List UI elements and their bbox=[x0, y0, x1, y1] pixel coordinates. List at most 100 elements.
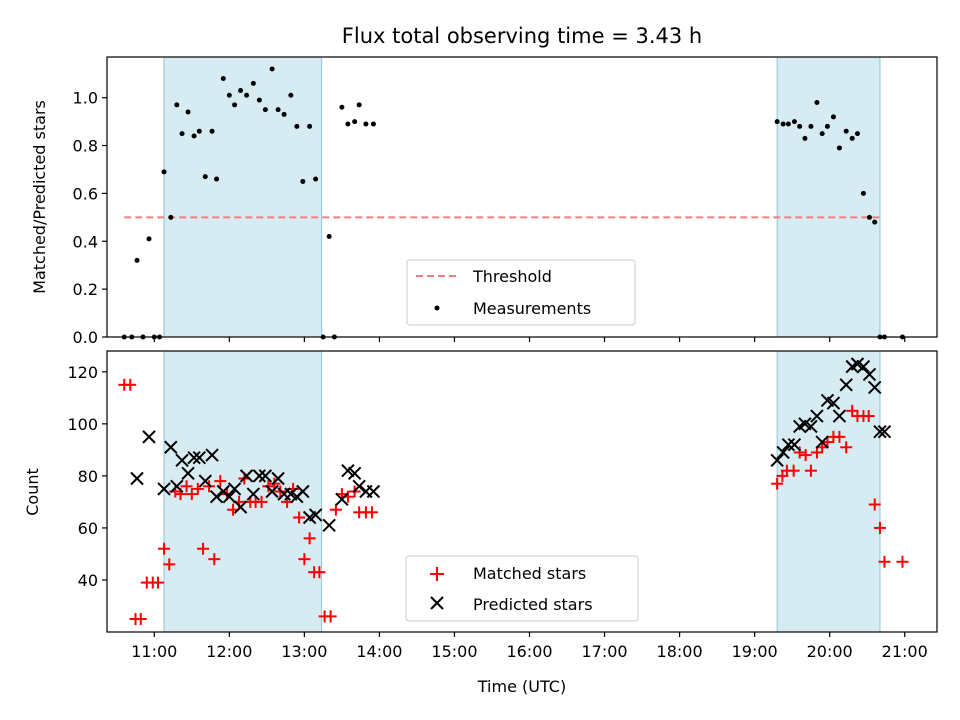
x-tick-label: 16:00 bbox=[506, 642, 552, 661]
measurement-point bbox=[802, 135, 808, 141]
predicted-star-marker bbox=[322, 518, 336, 533]
x-tick-label: 17:00 bbox=[581, 642, 627, 661]
measurement-point bbox=[238, 88, 244, 94]
measurement-point bbox=[226, 92, 232, 98]
top-y-tick-label: 1.0 bbox=[73, 89, 98, 108]
measurement-point bbox=[146, 236, 152, 242]
predicted-star-marker bbox=[142, 430, 156, 444]
matched-star-marker bbox=[134, 612, 147, 625]
matched-star-marker bbox=[303, 532, 316, 545]
measurement-point bbox=[854, 131, 860, 137]
predicted-star-marker bbox=[181, 466, 195, 480]
x-axis-label: Time (UTC) bbox=[477, 677, 566, 696]
predicted-star-marker bbox=[265, 484, 279, 499]
predicted-star-marker bbox=[776, 445, 790, 460]
top-legend-box bbox=[406, 259, 636, 326]
measurement-point bbox=[819, 131, 825, 137]
predicted-star-marker bbox=[804, 419, 818, 434]
predicted-star-marker bbox=[877, 424, 892, 439]
x-tick-label: 20:00 bbox=[807, 642, 853, 661]
matched-star-marker bbox=[152, 576, 165, 589]
measurement-point bbox=[814, 99, 820, 105]
measurement-point bbox=[370, 121, 376, 127]
observing-interval bbox=[776, 350, 881, 633]
predicted-star-marker bbox=[335, 492, 349, 507]
top-panel: Flux total observing time = 3.43 h Match… bbox=[30, 24, 938, 347]
measurement-point bbox=[134, 257, 140, 263]
measurement-point bbox=[836, 145, 842, 151]
measurement-point bbox=[785, 121, 791, 127]
measurement-point bbox=[300, 178, 306, 184]
matched-star-marker bbox=[313, 566, 326, 579]
measurement-point bbox=[849, 135, 855, 141]
measurement-point bbox=[232, 102, 238, 108]
predicted-star-points bbox=[130, 357, 892, 533]
predicted-star-marker bbox=[170, 479, 184, 494]
matched-star-marker bbox=[804, 464, 817, 477]
top-y-tick-label: 0.8 bbox=[73, 137, 98, 156]
measurement-point bbox=[313, 176, 319, 182]
measurement-point bbox=[294, 123, 300, 129]
matched-star-marker bbox=[833, 430, 846, 443]
predicted-star-marker bbox=[868, 380, 882, 395]
measurement-point bbox=[202, 174, 208, 180]
measurement-point bbox=[872, 219, 878, 225]
matched-star-marker bbox=[324, 610, 337, 623]
legend-matched-swatch bbox=[430, 567, 444, 581]
predicted-star-marker bbox=[198, 474, 213, 488]
measurement-point bbox=[275, 107, 281, 113]
measurement-point bbox=[244, 92, 250, 98]
bottom-plot-frame bbox=[106, 350, 938, 633]
legend-predicted-label: Predicted stars bbox=[473, 595, 593, 614]
bottom-y-tick-label: 120 bbox=[67, 363, 98, 382]
measurement-point bbox=[250, 80, 256, 86]
observing-interval bbox=[776, 56, 881, 338]
measurement-point bbox=[281, 111, 287, 117]
top-y-ticks: 0.0 0.2 0.4 0.6 0.8 1.0 bbox=[73, 89, 107, 347]
measurement-point bbox=[288, 92, 294, 98]
matched-star-marker bbox=[197, 542, 210, 555]
predicted-star-marker bbox=[352, 479, 366, 494]
measurement-point bbox=[185, 109, 191, 115]
predicted-star-marker bbox=[130, 471, 144, 486]
legend-predicted-swatch bbox=[430, 596, 444, 610]
predicted-star-marker bbox=[873, 424, 887, 439]
measurement-point bbox=[269, 66, 275, 72]
matched-star-marker bbox=[208, 553, 221, 566]
bottom-panel: Count Time (UTC) 40 60 80 100 120 11:00 12:00… bbox=[23, 350, 938, 696]
predicted-star-marker bbox=[175, 453, 189, 467]
top-plot-frame bbox=[106, 56, 938, 338]
matched-star-marker bbox=[793, 446, 806, 459]
legend-measurements-swatch bbox=[434, 305, 440, 311]
matched-star-marker bbox=[268, 477, 281, 490]
matched-star-marker bbox=[262, 480, 275, 493]
predicted-star-marker bbox=[239, 469, 254, 483]
observing-interval bbox=[163, 56, 323, 338]
predicted-star-marker bbox=[826, 396, 841, 410]
predicted-star-marker bbox=[296, 484, 310, 499]
predicted-star-marker bbox=[252, 469, 267, 483]
matched-star-marker bbox=[896, 555, 909, 568]
measurement-point bbox=[797, 123, 803, 129]
top-observing-intervals bbox=[163, 56, 881, 338]
predicted-star-marker bbox=[770, 453, 784, 467]
measurement-point bbox=[191, 133, 197, 139]
predicted-star-marker bbox=[233, 500, 248, 514]
top-y-tick-label: 0.2 bbox=[73, 280, 98, 299]
matched-star-marker bbox=[203, 480, 216, 493]
matched-star-marker bbox=[180, 480, 193, 493]
matched-star-marker bbox=[293, 511, 306, 524]
matched-star-marker bbox=[846, 404, 859, 417]
measurement-point bbox=[214, 176, 220, 182]
predicted-star-marker bbox=[192, 450, 207, 465]
bottom-y-tick-label: 60 bbox=[78, 519, 98, 538]
chart-title: Flux total observing time = 3.43 h bbox=[342, 24, 702, 48]
measurement-point bbox=[168, 214, 174, 220]
bottom-x-ticks: 11:00 12:00 13:00 14:00 15:00 16:00 17:00 18:00… bbox=[131, 632, 928, 661]
measurement-point bbox=[791, 119, 797, 125]
measurement-point bbox=[356, 102, 362, 108]
matched-star-marker bbox=[158, 542, 171, 555]
measurement-point bbox=[843, 128, 849, 134]
measurement-point bbox=[196, 128, 202, 134]
